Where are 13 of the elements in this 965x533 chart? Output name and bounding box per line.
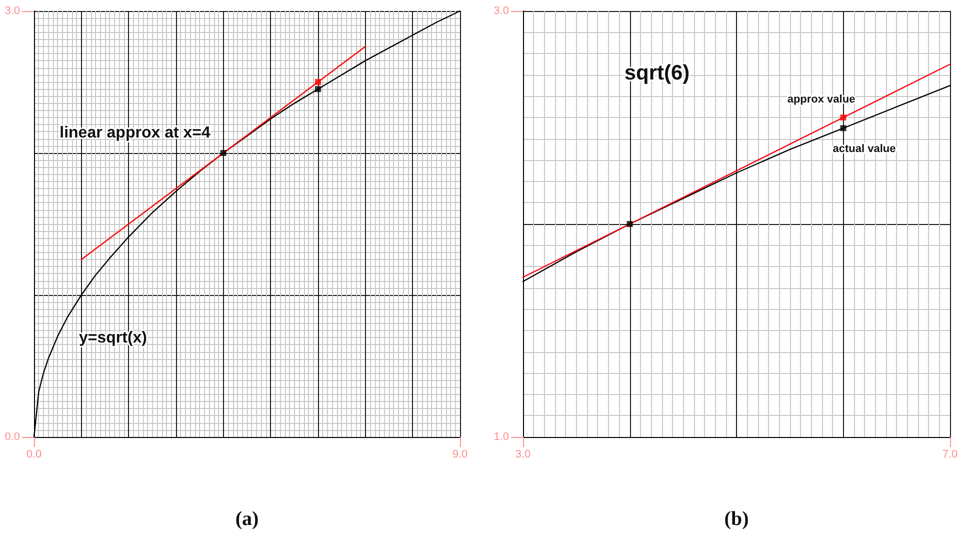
point: [220, 150, 226, 156]
point: [315, 79, 321, 85]
text: (b): [724, 508, 749, 530]
y-tick-label: 1.0: [494, 431, 509, 443]
x-tick-label: 3.0: [515, 448, 531, 460]
x-tick-label: 0.0: [26, 448, 42, 460]
point: [840, 125, 846, 132]
x-tick-label: 7.0: [942, 448, 958, 460]
point: [840, 114, 846, 120]
x-tick-label: 9.0: [452, 448, 468, 460]
point: [626, 221, 633, 227]
text: (a): [235, 508, 259, 530]
point: [315, 86, 321, 92]
